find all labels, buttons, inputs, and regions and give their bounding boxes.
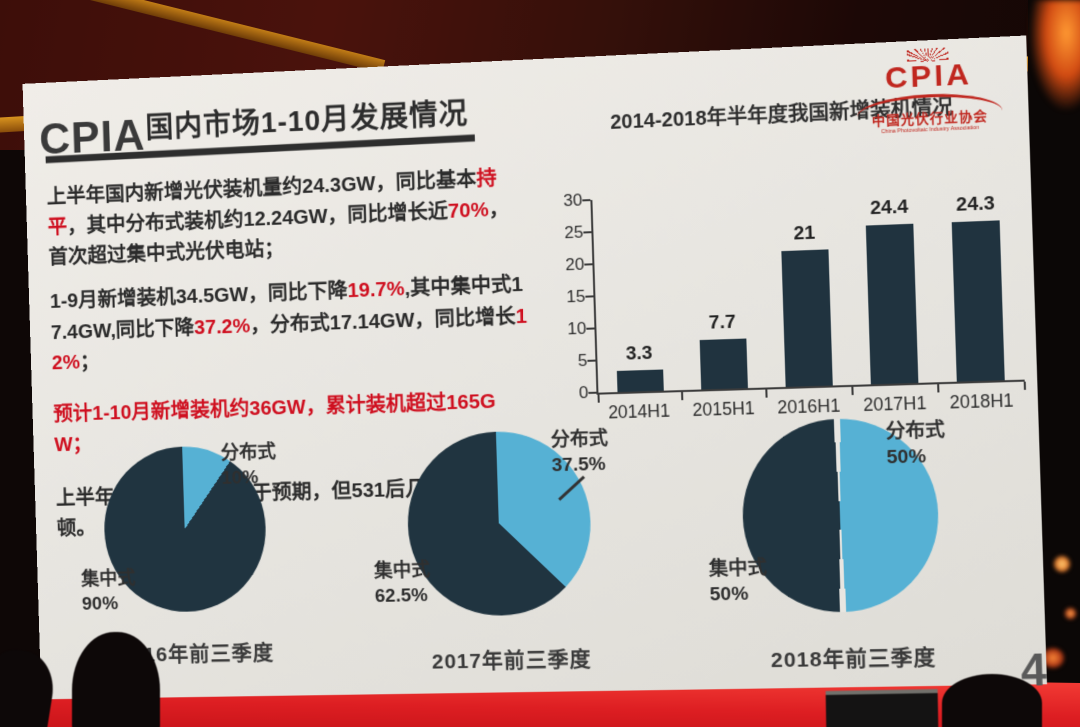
bullet-paragraph: 上半年国内新增光伏装机量约24.3GW，同比基本持平，其中分布式装机约12.24… bbox=[46, 162, 528, 274]
bar: 24.4 bbox=[865, 196, 919, 385]
bar-value-label: 3.3 bbox=[625, 342, 653, 365]
bar: 3.3 bbox=[616, 343, 664, 393]
y-axis-tick bbox=[588, 391, 597, 394]
cpia-logo: CPIA 中国光伏行业协会 China Photovoltaic Industr… bbox=[850, 45, 1008, 137]
audience-head-silhouette bbox=[72, 632, 160, 727]
bokeh-light bbox=[1042, 648, 1064, 668]
pie-label-distributed: 分布式 10% bbox=[220, 442, 277, 489]
text-segment: ，分布式17.14GW，同比增长 bbox=[249, 304, 517, 337]
bar-value-label: 7.7 bbox=[708, 311, 736, 334]
pie-label-centralized: 集中式 62.5% bbox=[373, 560, 431, 607]
pie-caption: 2017年前三季度 bbox=[431, 647, 592, 674]
bar-chart-plot: 0 5 10 15 20 25 30 3.3 7.7 21 24.4 24.3 bbox=[563, 182, 1027, 403]
text-segment: ； bbox=[79, 349, 100, 374]
bar-chart-x-axis: 2014H1 2015H1 2016H1 2017H1 2018H1 bbox=[597, 390, 1026, 424]
flame-light bbox=[1030, 0, 1080, 110]
y-axis-tick bbox=[585, 295, 594, 298]
y-axis-tick bbox=[583, 231, 592, 234]
x-axis-tick bbox=[765, 389, 769, 398]
bullet-paragraph: 1-9月新增装机34.5GW，同比下降19.7%,其中集中式17.4GW,同比下… bbox=[50, 269, 532, 378]
bar-value-label: 24.3 bbox=[955, 193, 996, 217]
x-axis-category-label: 2015H1 bbox=[692, 397, 756, 421]
text-segment: 37.2% bbox=[193, 314, 251, 339]
pie-label-centralized: 集中式 50% bbox=[708, 557, 768, 606]
text-segment: 70% bbox=[447, 198, 489, 223]
audience-head-silhouette bbox=[942, 674, 1042, 727]
sunburst-icon bbox=[907, 47, 949, 62]
y-axis-tick bbox=[584, 263, 593, 266]
y-axis-tick-label: 30 bbox=[563, 190, 583, 211]
pie-caption: 2018年前三季度 bbox=[770, 646, 937, 673]
bar-series: 3.3 7.7 21 24.4 24.3 bbox=[592, 183, 1024, 393]
laptop-silhouette bbox=[825, 689, 939, 727]
y-axis-tick-label: 10 bbox=[567, 318, 587, 339]
text-segment: 19.7% bbox=[347, 277, 405, 303]
bar: 24.3 bbox=[952, 193, 1006, 382]
y-axis-tick-label: 0 bbox=[578, 382, 589, 403]
text-segment: 1-9月新增装机34.5GW，同比下降 bbox=[49, 279, 348, 314]
bar-value-label: 24.4 bbox=[869, 196, 909, 220]
bar: 7.7 bbox=[699, 311, 748, 390]
text-segment: ，其中分布式装机约12.24GW，同比增长近 bbox=[66, 200, 449, 239]
y-axis-tick-label: 5 bbox=[577, 350, 588, 371]
bar-value-label: 21 bbox=[793, 222, 816, 245]
x-axis-tick bbox=[936, 384, 940, 393]
y-axis-tick bbox=[582, 199, 591, 202]
x-axis-tick bbox=[850, 386, 854, 396]
cpia-logo-text: CPIA bbox=[884, 57, 973, 96]
pie-label-centralized: 集中式 90% bbox=[80, 568, 136, 615]
presentation-slide: CPIA 国内市场1-10月发展情况 CPIA 中国光伏行业协会 China P… bbox=[22, 35, 1047, 700]
x-axis-category-label: 2018H1 bbox=[949, 390, 1014, 413]
y-axis-tick-label: 25 bbox=[564, 222, 584, 243]
x-axis-category-label: 2017H1 bbox=[862, 392, 927, 416]
y-axis-tick bbox=[587, 359, 596, 362]
bokeh-light bbox=[1065, 608, 1076, 619]
pie-label-distributed: 分布式 37.5% bbox=[550, 428, 609, 476]
bar: 21 bbox=[781, 222, 833, 387]
x-axis-category-label: 2016H1 bbox=[777, 395, 841, 418]
y-axis-tick bbox=[586, 327, 595, 330]
x-axis-tick bbox=[1023, 381, 1027, 390]
y-axis-tick-label: 20 bbox=[565, 254, 585, 275]
y-axis-tick-label: 15 bbox=[566, 286, 586, 307]
x-axis-tick bbox=[681, 392, 684, 401]
x-axis-tick bbox=[597, 394, 600, 403]
pie-label-distributed: 分布式 50% bbox=[885, 419, 946, 469]
x-axis-category-label: 2014H1 bbox=[607, 400, 671, 423]
bokeh-light bbox=[1054, 556, 1070, 572]
